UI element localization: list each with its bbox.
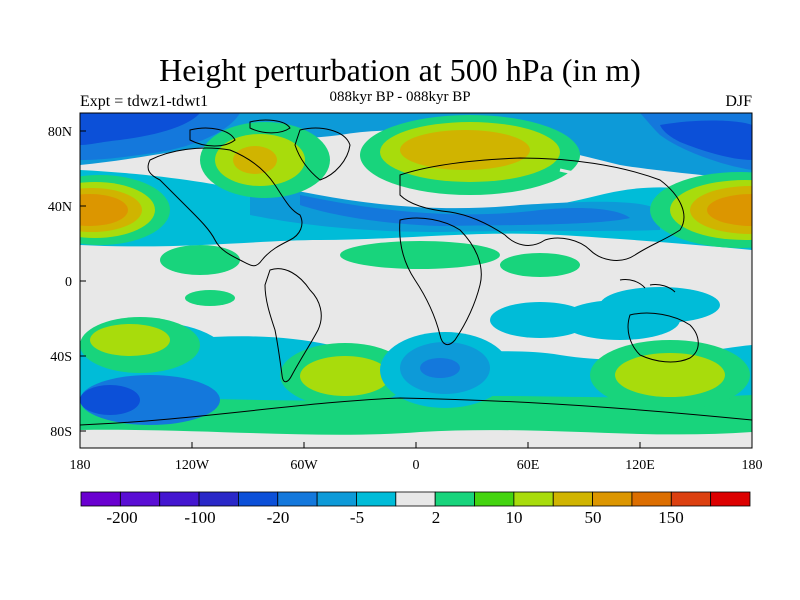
colorbar-swatch	[356, 491, 397, 507]
colorbar-swatch	[119, 491, 161, 507]
experiment-label: Expt = tdwz1-tdwt1	[80, 93, 209, 110]
season-label: DJF	[725, 93, 752, 110]
colorbar-swatch	[198, 491, 239, 507]
lat-tick-label: 40N	[48, 200, 72, 215]
lon-tick-label: 180	[742, 458, 763, 473]
colorbar-swatch	[592, 491, 633, 507]
latitude-axis: 80N 40N 0 40S 80S	[48, 125, 86, 440]
lat-tick-label: 40S	[50, 350, 72, 365]
colorbar-swatch	[710, 491, 751, 507]
colorbar-swatch	[238, 491, 279, 507]
lat-tick-label: 80N	[48, 125, 72, 140]
colorbar-swatch	[80, 491, 121, 507]
colorbar-swatch	[670, 491, 712, 507]
lat-tick-label: 0	[65, 275, 72, 290]
contour-field	[80, 113, 752, 448]
lon-tick-label: 60W	[290, 458, 318, 473]
colorbar-label: -200	[106, 508, 137, 527]
lon-tick-label: 180	[70, 458, 91, 473]
lon-tick-label: 120W	[175, 458, 210, 473]
colorbar-swatch	[513, 491, 554, 507]
colorbar-label: 150	[658, 508, 684, 527]
colorbar-swatch	[474, 491, 515, 507]
colorbar-swatch	[159, 491, 200, 507]
colorbar-label: 50	[585, 508, 602, 527]
colorbar-swatch	[552, 491, 593, 507]
lon-tick-label: 120E	[625, 458, 655, 473]
colorbar-swatch	[395, 491, 436, 507]
longitude-axis: 180 120W 60W 0 60E 120E 180	[70, 442, 763, 473]
colorbar-label: -20	[267, 508, 290, 527]
colorbar-swatch	[434, 491, 475, 507]
lon-tick-label: 60E	[517, 458, 540, 473]
colorbar-swatch	[631, 491, 672, 507]
colorbar-swatch	[316, 491, 357, 507]
lon-tick-label: 0	[413, 458, 420, 473]
chart-title: Height perturbation at 500 hPa (in m)	[159, 52, 641, 88]
lat-tick-label: 80S	[50, 425, 72, 440]
colorbar-label: -100	[184, 508, 215, 527]
colorbar-label: 2	[432, 508, 441, 527]
colorbar-swatch	[277, 491, 318, 507]
colorbar-label: 10	[506, 508, 523, 527]
chart-subtitle: 088kyr BP - 088kyr BP	[329, 89, 471, 105]
colorbar: -200 -100 -20 -5 2 10 50 150	[80, 491, 751, 527]
colorbar-label: -5	[350, 508, 364, 527]
